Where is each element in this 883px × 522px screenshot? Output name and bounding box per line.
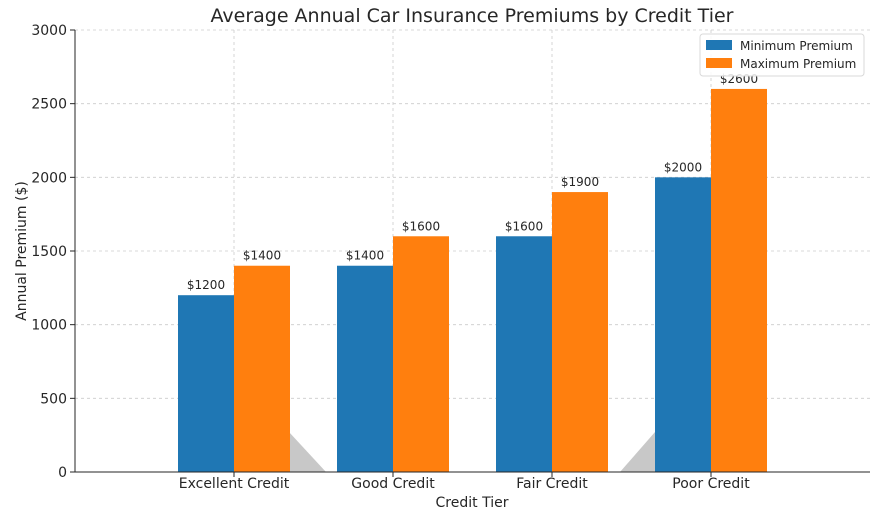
bar-data-label: $1900 <box>561 175 599 189</box>
bar-data-label: $1400 <box>346 249 384 263</box>
x-tick-label: Excellent Credit <box>179 476 290 492</box>
legend-entry-label: Minimum Premium <box>740 39 853 53</box>
decorative-wedge <box>289 432 326 472</box>
bar-maximum <box>711 88 767 472</box>
x-tick-label: Fair Credit <box>516 476 588 492</box>
legend-entry-label: Maximum Premium <box>740 57 856 71</box>
bar-minimum <box>496 236 552 472</box>
bar-data-label: $2000 <box>664 160 702 174</box>
legend-swatch <box>706 58 732 68</box>
bar-maximum <box>393 236 449 472</box>
y-axis-label: Annual Premium ($) <box>14 181 30 321</box>
y-tick-label: 1500 <box>31 244 67 260</box>
background-wedges <box>289 432 655 472</box>
bar-minimum <box>337 265 393 472</box>
chart-title: Average Annual Car Insurance Premiums by… <box>211 5 734 27</box>
data-labels-layer: $1200$1400$1600$2000$1400$1600$1900$2600 <box>187 72 758 292</box>
legend: Minimum Premium Maximum Premium <box>699 33 865 77</box>
bars-layer <box>178 88 767 473</box>
decorative-wedge <box>620 432 655 472</box>
legend-box <box>699 33 865 77</box>
x-tick-label: Poor Credit <box>672 476 750 492</box>
y-tick-label: 0 <box>58 465 67 481</box>
bar-data-label: $1600 <box>505 219 543 233</box>
bar-maximum <box>234 265 290 472</box>
bar-minimum <box>178 295 234 472</box>
y-tick-label: 2000 <box>31 170 67 186</box>
bar-data-label: $1200 <box>187 278 225 292</box>
y-tick-label: 500 <box>40 391 67 407</box>
y-tick-label: 2500 <box>31 97 67 113</box>
bar-maximum <box>552 192 608 473</box>
y-tick-label: 3000 <box>31 23 67 39</box>
bar-data-label: $1400 <box>243 249 281 263</box>
y-tick-label: 1000 <box>31 318 67 334</box>
ticks-layer: 0 500 1000 1500 2000 2500 3000 Excellent Credit… <box>31 23 750 492</box>
bar-data-label: $1600 <box>402 219 440 233</box>
x-tick-label: Good Credit <box>351 476 435 492</box>
x-axis-label: Credit Tier <box>436 495 509 511</box>
bar-minimum <box>655 177 711 473</box>
legend-swatch <box>706 40 732 50</box>
